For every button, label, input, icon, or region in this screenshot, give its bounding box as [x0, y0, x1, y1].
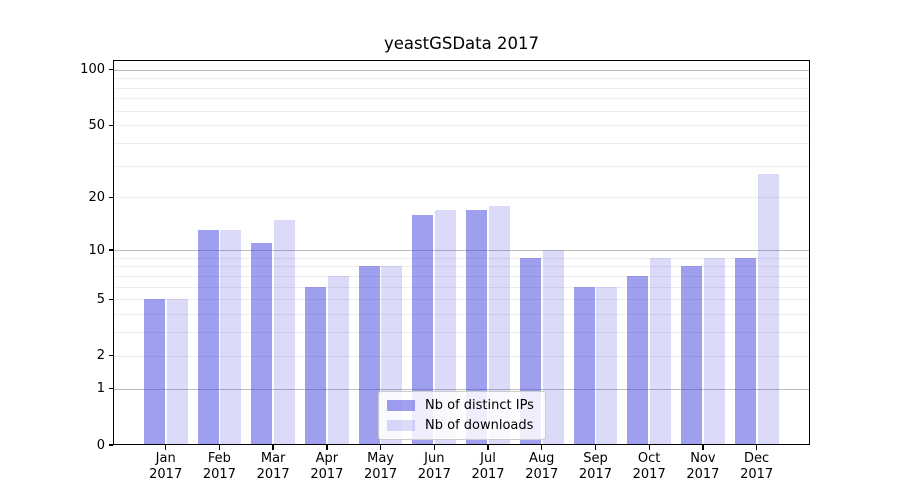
gridline-major-10 — [113, 250, 810, 252]
bar-distinct-ips-jul-2017 — [466, 210, 488, 445]
bar-downloads-jan-2017 — [166, 299, 188, 445]
bar-downloads-apr-2017 — [327, 275, 349, 445]
gridline-minor-50 — [113, 125, 810, 127]
bar-downloads-aug-2017 — [542, 250, 564, 445]
xtick-mark-aug — [541, 445, 543, 450]
gridline-minor-9 — [113, 257, 810, 259]
legend-swatch-distinct-ips — [387, 400, 415, 411]
gridline-minor-60 — [113, 110, 810, 112]
ytick-label-5: 5 — [96, 291, 105, 307]
xtick-label-sep: Sep 2017 — [578, 451, 612, 482]
plot-area — [113, 60, 810, 445]
bar-distinct-ips-apr-2017 — [304, 286, 326, 445]
bar-distinct-ips-may-2017 — [358, 266, 380, 445]
gridline-minor-4 — [113, 314, 810, 316]
ytick-label-50: 50 — [88, 117, 105, 133]
xtick-label-jul: Jul 2017 — [471, 451, 505, 482]
bar-downloads-dec-2017 — [757, 174, 779, 445]
xtick-label-mar: Mar 2017 — [256, 451, 290, 482]
xtick-label-oct: Oct 2017 — [632, 451, 666, 482]
bar-distinct-ips-jun-2017 — [412, 214, 434, 445]
gridline-minor-8 — [113, 266, 810, 268]
xtick-mark-dec — [755, 445, 758, 450]
xtick-label-may: May 2017 — [364, 451, 398, 482]
xtick-label-jan: Jan 2017 — [149, 451, 183, 482]
bar-distinct-ips-jan-2017 — [143, 299, 165, 445]
xtick-mark-jan — [165, 445, 167, 450]
bar-downloads-nov-2017 — [703, 257, 725, 445]
bar-distinct-ips-feb-2017 — [197, 230, 219, 445]
xtick-label-dec: Dec 2017 — [740, 451, 774, 482]
ytick-mark-5 — [108, 298, 113, 300]
gridline-minor-7 — [113, 275, 810, 277]
ytick-label-10: 10 — [88, 242, 105, 258]
xtick-mark-mar — [272, 445, 274, 450]
ytick-mark-0 — [108, 444, 113, 446]
bar-downloads-jul-2017 — [488, 205, 510, 445]
xtick-mark-nov — [702, 445, 704, 450]
gridline-minor-5 — [113, 299, 810, 301]
gridline-minor-40 — [113, 143, 810, 145]
xtick-mark-jun — [433, 445, 435, 450]
ytick-mark-10 — [108, 249, 113, 251]
gridline-minor-30 — [113, 165, 810, 167]
gridline-minor-20 — [113, 197, 810, 199]
xtick-label-nov: Nov 2017 — [686, 451, 720, 482]
xtick-label-jun: Jun 2017 — [417, 451, 451, 482]
ytick-label-2: 2 — [96, 348, 105, 364]
ytick-mark-1 — [108, 387, 113, 390]
xtick-mark-jul — [487, 445, 489, 450]
gridline-minor-80 — [113, 87, 810, 89]
gridline-minor-70 — [113, 98, 810, 100]
bar-downloads-oct-2017 — [650, 257, 672, 445]
chart-title: yeastGSData 2017 — [384, 34, 539, 53]
ytick-mark-100 — [108, 69, 113, 71]
bar-downloads-jun-2017 — [435, 210, 457, 445]
ytick-mark-20 — [108, 196, 113, 199]
bar-distinct-ips-dec-2017 — [734, 257, 756, 445]
gridline-minor-2 — [113, 355, 810, 357]
gridline-major-100 — [113, 69, 810, 71]
ytick-label-100: 100 — [80, 62, 105, 78]
bar-downloads-mar-2017 — [274, 219, 296, 445]
gridline-minor-6 — [113, 286, 810, 288]
gridline-minor-3 — [113, 332, 810, 334]
legend-label-distinct-ips: Nb of distinct IPs — [425, 398, 534, 413]
legend-item-distinct-ips: Nb of distinct IPs — [387, 398, 537, 413]
xtick-label-apr: Apr 2017 — [310, 451, 344, 482]
xtick-label-feb: Feb 2017 — [202, 451, 236, 482]
bar-distinct-ips-sep-2017 — [573, 286, 595, 445]
bar-distinct-ips-oct-2017 — [627, 275, 649, 445]
xtick-mark-feb — [218, 445, 221, 450]
bar-downloads-feb-2017 — [220, 230, 242, 445]
legend-item-downloads: Nb of downloads — [387, 418, 537, 433]
ytick-label-0: 0 — [96, 437, 105, 453]
legend-label-downloads: Nb of downloads — [425, 418, 534, 433]
xtick-mark-sep — [594, 445, 597, 450]
xtick-label-aug: Aug 2017 — [525, 451, 559, 482]
legend: Nb of distinct IPs Nb of downloads — [378, 391, 546, 440]
xtick-mark-oct — [648, 445, 650, 450]
ytick-mark-50 — [108, 124, 113, 126]
bar-downloads-sep-2017 — [596, 286, 618, 445]
gridline-minor-90 — [113, 78, 810, 80]
ytick-mark-2 — [108, 355, 113, 357]
ytick-label-1: 1 — [96, 381, 105, 397]
ytick-label-20: 20 — [88, 189, 105, 205]
gridline-major-1 — [113, 388, 810, 390]
legend-swatch-downloads — [387, 420, 415, 431]
bar-distinct-ips-mar-2017 — [251, 242, 273, 445]
bar-distinct-ips-nov-2017 — [681, 266, 702, 445]
xtick-mark-apr — [326, 445, 328, 450]
xtick-mark-may — [379, 445, 382, 450]
